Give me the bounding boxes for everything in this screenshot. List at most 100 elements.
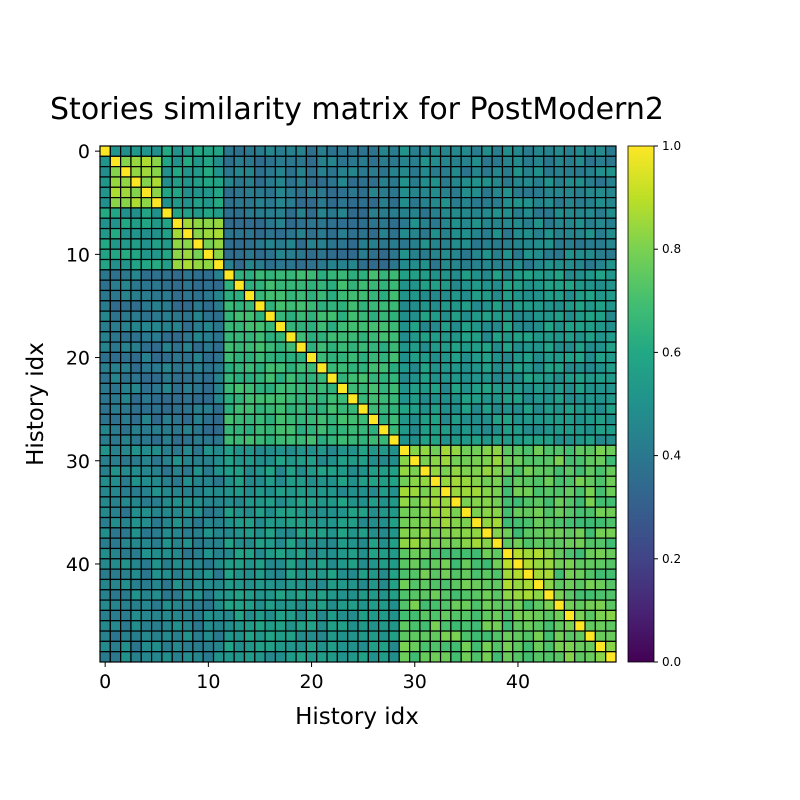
heatmap-cell <box>419 382 431 395</box>
heatmap-cell <box>522 320 535 333</box>
heatmap-cell <box>398 620 411 632</box>
heatmap-cell <box>347 496 359 508</box>
heatmap-cell <box>584 289 596 302</box>
heatmap-cell <box>543 444 555 457</box>
heatmap-cell <box>594 258 607 271</box>
heatmap-cell <box>223 609 235 622</box>
heatmap-cell <box>130 258 142 271</box>
heatmap-cell <box>264 289 277 302</box>
heatmap-cell <box>439 269 452 281</box>
heatmap-cell <box>305 382 318 395</box>
heatmap-cell <box>212 516 225 529</box>
heatmap-cell <box>501 434 514 446</box>
heatmap-cell <box>470 300 483 312</box>
heatmap-cell <box>357 176 369 188</box>
heatmap-cell <box>357 393 369 405</box>
heatmap-cell <box>109 444 122 457</box>
heatmap-cell <box>388 609 400 622</box>
heatmap-cell <box>120 289 132 302</box>
heatmap-cell <box>161 238 173 250</box>
heatmap-cell <box>594 197 607 209</box>
heatmap-cell <box>491 516 504 529</box>
heatmap-cell <box>357 310 369 323</box>
heatmap-cell <box>336 351 349 364</box>
heatmap-cell <box>347 640 359 653</box>
heatmap-cell <box>264 248 277 261</box>
heatmap-cell <box>367 485 380 498</box>
heatmap-cell <box>543 155 555 168</box>
heatmap-cell <box>316 372 328 384</box>
colorbar-tick-label: 0.4 <box>662 449 681 463</box>
heatmap-cell <box>254 248 266 261</box>
heatmap-cell <box>532 279 545 292</box>
heatmap-cell <box>120 279 132 292</box>
heatmap-cell <box>594 362 607 374</box>
heatmap-cell <box>120 527 132 539</box>
heatmap-cell <box>429 434 442 446</box>
heatmap-cell <box>316 341 328 353</box>
heatmap-cell <box>181 630 194 642</box>
heatmap-cell <box>532 362 545 374</box>
heatmap-cell <box>347 609 359 622</box>
heatmap-cell <box>181 197 194 209</box>
heatmap-cell <box>264 506 277 519</box>
heatmap-cell <box>398 351 411 364</box>
heatmap-cell <box>109 578 122 591</box>
heatmap-cell <box>151 568 163 581</box>
heatmap-cell <box>543 310 555 323</box>
heatmap-cell <box>512 609 524 622</box>
heatmap-cell <box>181 485 194 498</box>
heatmap-cell <box>501 217 514 230</box>
heatmap-cell <box>491 651 504 663</box>
heatmap-cell <box>501 393 514 405</box>
heatmap-cell <box>388 516 400 529</box>
heatmap-cell <box>574 568 586 581</box>
heatmap-cell <box>491 238 504 250</box>
heatmap-cell <box>605 537 617 550</box>
heatmap-cell <box>429 176 442 188</box>
heatmap-cell <box>151 475 163 488</box>
heatmap-cell <box>120 403 132 415</box>
heatmap-cell <box>233 630 246 642</box>
heatmap-cell <box>264 537 277 550</box>
heatmap-cell <box>409 413 421 426</box>
heatmap-cell <box>532 382 545 395</box>
heatmap-cell <box>357 186 369 199</box>
heatmap-cell <box>109 310 122 323</box>
heatmap-cell <box>109 176 122 188</box>
heatmap-cell <box>470 403 483 415</box>
heatmap-cell <box>491 578 504 591</box>
heatmap-cell <box>378 341 390 353</box>
heatmap-cell <box>512 227 524 240</box>
heatmap-cell <box>212 351 225 364</box>
heatmap-cell <box>388 630 400 642</box>
heatmap-cell <box>326 331 338 343</box>
y-axis-label: History idx <box>23 342 49 466</box>
heatmap-cell <box>553 651 566 663</box>
heatmap-cell <box>409 651 421 663</box>
heatmap-cell <box>450 227 462 240</box>
heatmap-cell <box>553 341 566 353</box>
heatmap-cell <box>316 475 328 488</box>
heatmap-cell <box>109 537 122 550</box>
heatmap-cell <box>347 300 359 312</box>
heatmap-cell <box>605 568 617 581</box>
heatmap-cell <box>347 279 359 292</box>
heatmap-cell <box>151 331 163 343</box>
heatmap-cell <box>522 393 535 405</box>
heatmap-cell <box>512 176 524 188</box>
heatmap-cell <box>285 310 297 323</box>
heatmap-cell <box>367 279 380 292</box>
heatmap-cell <box>192 413 204 426</box>
heatmap-cell <box>202 527 215 539</box>
heatmap-cell <box>192 176 204 188</box>
heatmap-cell <box>171 589 184 601</box>
heatmap-cell <box>388 372 400 384</box>
heatmap-cell <box>336 434 349 446</box>
heatmap-cell <box>285 362 297 374</box>
heatmap-cell <box>285 258 297 271</box>
heatmap-cell <box>481 310 493 323</box>
heatmap-cell <box>563 568 576 581</box>
heatmap-cell <box>378 568 390 581</box>
heatmap-cell <box>512 186 524 199</box>
